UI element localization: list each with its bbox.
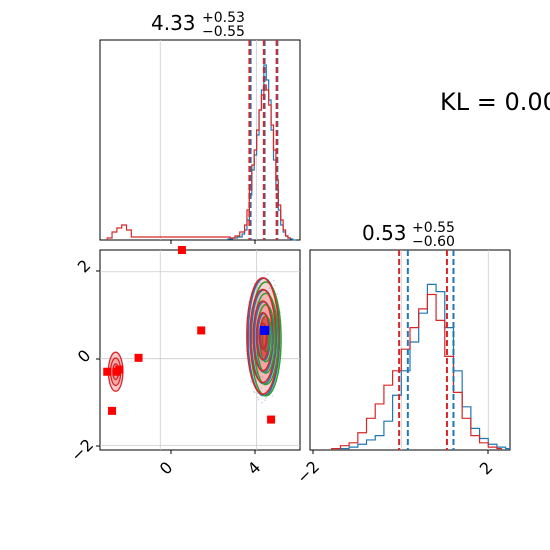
hist-param2-line-blue xyxy=(339,283,511,450)
scatter-sample-dot xyxy=(265,377,268,380)
scatter-sample-dot xyxy=(265,397,267,399)
scatter-ytick-0: 0 xyxy=(74,346,95,367)
hist2-xtick-neg2: −2 xyxy=(293,457,323,487)
scatter-sample-dot xyxy=(271,394,274,397)
scatter-sample-dot xyxy=(266,295,269,297)
scatter-sample-dot xyxy=(267,273,269,275)
red-square-marker-5 xyxy=(115,365,124,374)
hist-param1-quantiles xyxy=(248,40,279,240)
red-square-marker-6 xyxy=(108,406,117,415)
title-param1-minus: −0.55 xyxy=(202,24,245,40)
scatter-sample-dot xyxy=(268,287,271,290)
title-param1-value: 4.33 xyxy=(151,11,196,35)
scatter-sample-dot xyxy=(263,384,266,387)
scatter-xtick-0: 0 xyxy=(156,458,177,479)
main-contour-core xyxy=(259,316,269,358)
scatter-sample-dot xyxy=(266,311,269,313)
red-square-marker-1 xyxy=(197,326,206,335)
scatter-sample-dot xyxy=(257,396,259,399)
scatter-panel xyxy=(99,246,301,451)
scatter-points xyxy=(103,246,276,424)
title-param2-minus: −0.60 xyxy=(412,234,455,250)
scatter-sample-dot xyxy=(260,387,263,389)
scatter-sample-dot xyxy=(252,390,255,393)
hist-param2-panel xyxy=(309,249,511,451)
scatter-sample-dot xyxy=(274,284,276,287)
scatter-sample-dot xyxy=(257,398,260,401)
scatter-sample-dot xyxy=(263,271,266,273)
scatter-contours xyxy=(107,271,282,404)
title-param2-value: 0.53 xyxy=(362,221,407,245)
scatter-sample-dot xyxy=(259,360,262,363)
main-contour-red-0 xyxy=(246,277,280,395)
title-param2-plus: +0.55 xyxy=(412,220,455,236)
scatter-ytick-neg2: −2 xyxy=(67,435,97,465)
scatter-ytick-2: 2 xyxy=(74,256,95,277)
hist-param1-frame xyxy=(99,39,301,241)
hist-param1-panel xyxy=(99,39,301,241)
scatter-sample-dot xyxy=(264,389,267,391)
scatter-sample-dot xyxy=(264,399,266,402)
hist-param1-line-blue xyxy=(227,64,296,241)
scatter-sample-dot xyxy=(259,281,261,284)
red-square-marker-0 xyxy=(177,246,186,254)
scatter-sample-dot xyxy=(261,375,263,378)
title-param1: 4.33 +0.53 −0.55 xyxy=(151,10,245,40)
tick-marks xyxy=(96,240,489,454)
scatter-sample-dot xyxy=(261,401,263,404)
scatter-sample-dot xyxy=(250,381,253,383)
hist-param2-line-red xyxy=(331,293,502,450)
blue-square-marker xyxy=(260,325,270,335)
scatter-sample-dot xyxy=(261,298,264,301)
hist-param2-quantiles xyxy=(398,250,455,450)
scatter-sample-dot xyxy=(257,369,260,372)
hist-param2-series xyxy=(331,283,511,450)
hist2-xtick-2: 2 xyxy=(476,458,497,479)
scatter-sample-dot xyxy=(272,279,275,282)
red-square-marker-2 xyxy=(134,353,143,362)
scatter-sample-dot xyxy=(276,293,278,295)
title-param2: 0.53 +0.55 −0.60 xyxy=(362,220,455,250)
title-param1-plus: +0.53 xyxy=(202,10,245,26)
scatter-xtick-4: 4 xyxy=(244,458,265,479)
red-square-marker-3 xyxy=(103,367,112,376)
red-square-marker-7 xyxy=(267,415,276,424)
scatter-sample-dot xyxy=(256,392,259,395)
kl-divergence-label: KL = 0.00 xyxy=(440,88,550,116)
